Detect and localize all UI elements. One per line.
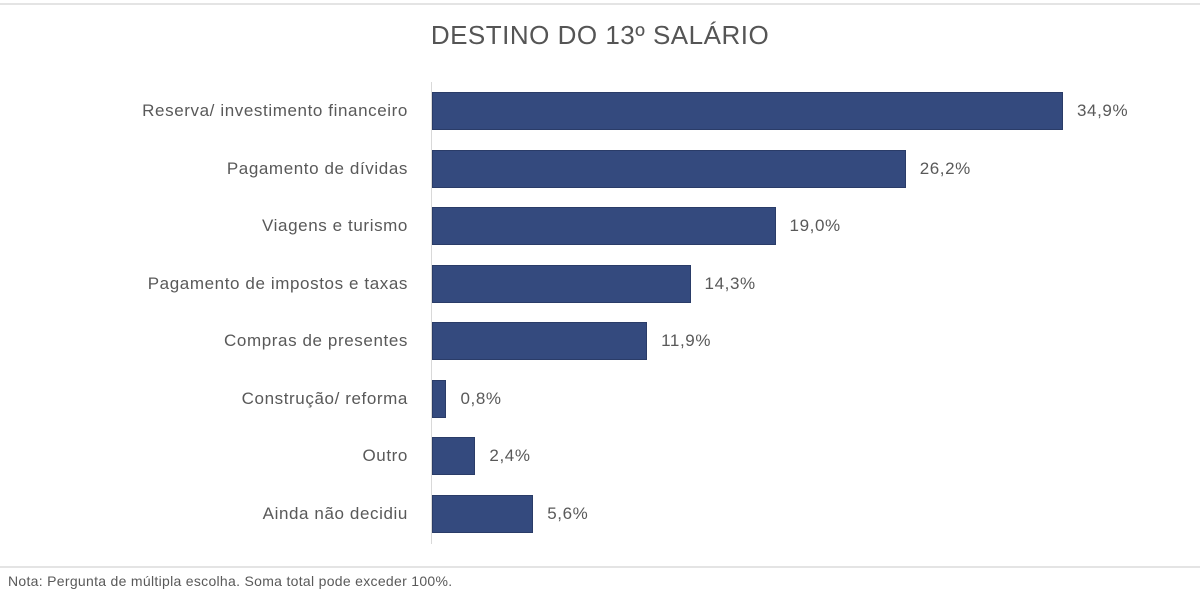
value-label: 0,8% [460, 389, 502, 408]
bar [432, 437, 476, 475]
bar [432, 322, 648, 360]
bar-row: Pagamento de dívidas 26,2% [0, 150, 1200, 188]
bar [432, 495, 534, 533]
value-label: 34,9% [1076, 101, 1129, 120]
value-label: 5,6% [547, 504, 589, 523]
bar [432, 150, 906, 188]
category-label: Reserva/ investimento financeiro [142, 101, 408, 120]
category-axis-line [431, 82, 432, 544]
category-label: Viagens e turismo [262, 216, 408, 235]
top-border [0, 3, 1200, 5]
bottom-border [0, 566, 1200, 568]
category-label: Construção/ reforma [241, 389, 408, 408]
bar-row: Ainda não decidiu 5,6% [0, 495, 1200, 533]
chart-title: DESTINO DO 13º SALÁRIO [430, 20, 770, 50]
bar-row: Viagens e turismo 19,0% [0, 207, 1200, 245]
bar [432, 380, 447, 418]
bar [432, 207, 776, 245]
category-label: Ainda não decidiu [262, 504, 408, 523]
value-label: 14,3% [704, 274, 756, 293]
category-label: Outro [362, 446, 408, 465]
bar-row: Compras de presentes 11,9% [0, 322, 1200, 360]
bar [432, 265, 691, 303]
value-label: 19,0% [789, 216, 841, 235]
value-label: 26,2% [919, 159, 971, 178]
footnote: Nota: Pergunta de múltipla escolha. Soma… [8, 573, 453, 589]
category-label: Pagamento de impostos e taxas [147, 274, 408, 293]
value-label: 2,4% [489, 446, 531, 465]
category-label: Pagamento de dívidas [226, 159, 408, 178]
bar-row: Reserva/ investimento financeiro 34,9% [0, 92, 1200, 130]
value-label: 11,9% [661, 331, 712, 350]
category-label: Compras de presentes [224, 331, 408, 350]
bar-row: Construção/ reforma 0,8% [0, 380, 1200, 418]
bar-row: Outro 2,4% [0, 437, 1200, 475]
bar-row: Pagamento de impostos e taxas 14,3% [0, 265, 1200, 303]
bar [432, 92, 1063, 130]
